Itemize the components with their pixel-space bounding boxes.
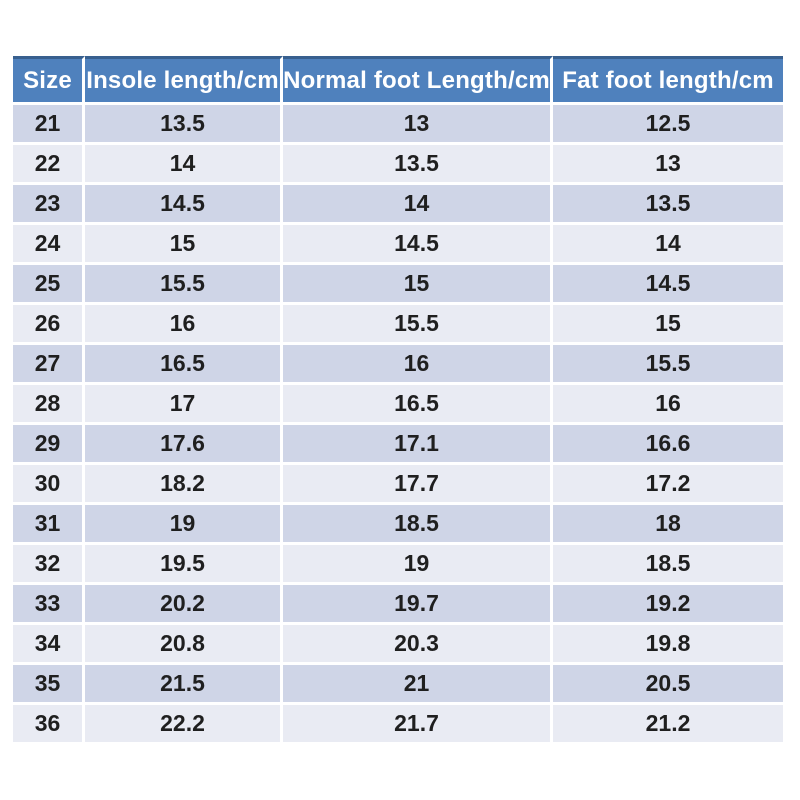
value-cell: 18.5 (553, 545, 783, 585)
table-row: 36 22.2 21.7 21.2 (13, 705, 783, 745)
size-cell: 33 (13, 585, 85, 625)
value-cell: 16 (85, 305, 283, 345)
table-body: 21 13.5 13 12.5 22 14 13.5 13 23 14.5 14 13.5 24 15 14… (13, 105, 783, 745)
size-cell: 32 (13, 545, 85, 585)
size-cell: 36 (13, 705, 85, 745)
value-cell: 19 (283, 545, 553, 585)
value-cell: 18.5 (283, 505, 553, 545)
value-cell: 13 (283, 105, 553, 145)
value-cell: 15.5 (85, 265, 283, 305)
table-row: 32 19.5 19 18.5 (13, 545, 783, 585)
value-cell: 20.5 (553, 665, 783, 705)
value-cell: 13 (553, 145, 783, 185)
table-row: 22 14 13.5 13 (13, 145, 783, 185)
value-cell: 14.5 (553, 265, 783, 305)
size-cell: 23 (13, 185, 85, 225)
value-cell: 17.7 (283, 465, 553, 505)
value-cell: 13.5 (553, 185, 783, 225)
size-cell: 31 (13, 505, 85, 545)
value-cell: 21.5 (85, 665, 283, 705)
header-row: Size Insole length/cm Normal foot Length/c… (13, 56, 783, 105)
size-cell: 27 (13, 345, 85, 385)
value-cell: 19 (85, 505, 283, 545)
value-cell: 14 (283, 185, 553, 225)
size-cell: 22 (13, 145, 85, 185)
value-cell: 17.6 (85, 425, 283, 465)
value-cell: 19.5 (85, 545, 283, 585)
size-cell: 35 (13, 665, 85, 705)
table-row: 29 17.6 17.1 16.6 (13, 425, 783, 465)
column-header-normal-foot-length: Normal foot Length/cm (283, 56, 553, 105)
size-cell: 29 (13, 425, 85, 465)
value-cell: 13.5 (283, 145, 553, 185)
size-cell: 28 (13, 385, 85, 425)
value-cell: 16 (283, 345, 553, 385)
value-cell: 17.1 (283, 425, 553, 465)
column-header-insole-length: Insole length/cm (85, 56, 283, 105)
value-cell: 17 (85, 385, 283, 425)
value-cell: 16 (553, 385, 783, 425)
table-row: 26 16 15.5 15 (13, 305, 783, 345)
table-row: 28 17 16.5 16 (13, 385, 783, 425)
value-cell: 20.8 (85, 625, 283, 665)
shoe-size-chart-table: Size Insole length/cm Normal foot Length/c… (13, 56, 783, 745)
value-cell: 14.5 (283, 225, 553, 265)
value-cell: 17.2 (553, 465, 783, 505)
value-cell: 20.3 (283, 625, 553, 665)
size-cell: 30 (13, 465, 85, 505)
table-row: 27 16.5 16 15.5 (13, 345, 783, 385)
value-cell: 16.6 (553, 425, 783, 465)
value-cell: 15 (85, 225, 283, 265)
table-row: 31 19 18.5 18 (13, 505, 783, 545)
value-cell: 15 (283, 265, 553, 305)
table-row: 25 15.5 15 14.5 (13, 265, 783, 305)
value-cell: 22.2 (85, 705, 283, 745)
size-cell: 21 (13, 105, 85, 145)
column-header-fat-foot-length: Fat foot length/cm (553, 56, 783, 105)
value-cell: 16.5 (85, 345, 283, 385)
value-cell: 12.5 (553, 105, 783, 145)
value-cell: 16.5 (283, 385, 553, 425)
size-cell: 24 (13, 225, 85, 265)
table-row: 35 21.5 21 20.5 (13, 665, 783, 705)
value-cell: 21.2 (553, 705, 783, 745)
table-row: 24 15 14.5 14 (13, 225, 783, 265)
value-cell: 14.5 (85, 185, 283, 225)
value-cell: 19.7 (283, 585, 553, 625)
table-row: 30 18.2 17.7 17.2 (13, 465, 783, 505)
table-row: 21 13.5 13 12.5 (13, 105, 783, 145)
value-cell: 18 (553, 505, 783, 545)
value-cell: 15 (553, 305, 783, 345)
table-row: 34 20.8 20.3 19.8 (13, 625, 783, 665)
value-cell: 13.5 (85, 105, 283, 145)
value-cell: 15.5 (553, 345, 783, 385)
table-row: 23 14.5 14 13.5 (13, 185, 783, 225)
value-cell: 19.8 (553, 625, 783, 665)
size-cell: 25 (13, 265, 85, 305)
size-cell: 34 (13, 625, 85, 665)
value-cell: 15.5 (283, 305, 553, 345)
value-cell: 19.2 (553, 585, 783, 625)
value-cell: 18.2 (85, 465, 283, 505)
value-cell: 14 (85, 145, 283, 185)
table-row: 33 20.2 19.7 19.2 (13, 585, 783, 625)
size-cell: 26 (13, 305, 85, 345)
column-header-size: Size (13, 56, 85, 105)
value-cell: 20.2 (85, 585, 283, 625)
value-cell: 21 (283, 665, 553, 705)
value-cell: 21.7 (283, 705, 553, 745)
value-cell: 14 (553, 225, 783, 265)
